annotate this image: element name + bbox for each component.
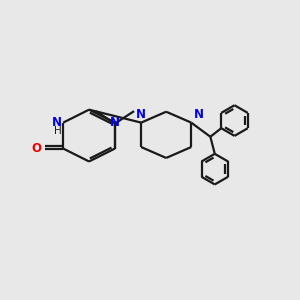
Text: N: N xyxy=(52,116,62,129)
Text: O: O xyxy=(31,142,41,155)
Text: H: H xyxy=(54,126,62,136)
Text: N: N xyxy=(110,116,120,129)
Text: N: N xyxy=(194,108,204,121)
Text: N: N xyxy=(136,108,146,121)
